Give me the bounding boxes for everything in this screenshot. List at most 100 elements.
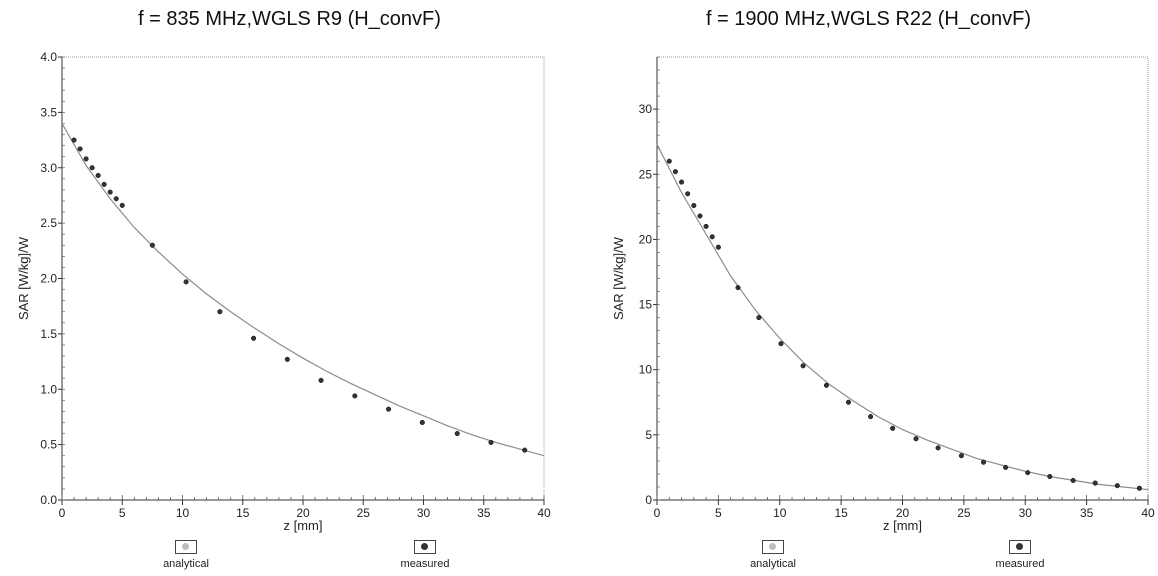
data-point-measured bbox=[800, 363, 806, 369]
legend-label: measured bbox=[400, 558, 450, 570]
data-point-measured bbox=[735, 285, 741, 291]
x-tick-label: 30 bbox=[1019, 506, 1033, 520]
data-point-measured bbox=[697, 213, 703, 219]
chart-plot-835: 0 5 10 15 20 25 30 35 40 0.0 0.5 1.0 1.5 2.0 2.5 3.0 3.5… bbox=[16, 50, 551, 533]
data-point-measured bbox=[251, 335, 257, 341]
x-tick-label: 0 bbox=[654, 506, 661, 520]
measured-swatch-icon bbox=[414, 540, 436, 554]
x-tick-label: 25 bbox=[357, 506, 371, 520]
data-point-measured bbox=[703, 223, 709, 229]
data-point-measured bbox=[935, 445, 941, 451]
analytical-swatch-icon bbox=[175, 540, 197, 554]
data-point-measured bbox=[454, 431, 460, 437]
data-point-measured bbox=[679, 179, 685, 185]
y-axis-label: SAR [W/kg]/W bbox=[611, 236, 626, 320]
y-tick-label: 3.5 bbox=[40, 105, 57, 119]
data-point-measured bbox=[709, 234, 715, 240]
data-point-measured bbox=[488, 439, 494, 445]
data-point-measured bbox=[980, 459, 987, 465]
y-tick-label: 30 bbox=[639, 102, 653, 116]
data-point-measured bbox=[71, 137, 77, 143]
x-tick-label: 5 bbox=[119, 506, 126, 520]
series-line-analytical bbox=[656, 144, 1149, 491]
y-tick-label: 15 bbox=[639, 298, 653, 312]
data-point-measured bbox=[149, 242, 155, 248]
legend-item-measured: measured bbox=[975, 540, 1065, 570]
data-point-measured bbox=[958, 453, 964, 459]
data-point-measured bbox=[119, 202, 125, 208]
x-tick-label: 25 bbox=[957, 506, 971, 520]
data-point-measured bbox=[868, 414, 874, 420]
legend-item-analytical: analytical bbox=[728, 540, 818, 570]
data-point-measured bbox=[77, 146, 83, 152]
data-point-measured bbox=[113, 196, 119, 202]
legend-label: analytical bbox=[163, 558, 209, 570]
data-point-measured bbox=[522, 447, 528, 453]
data-point-measured bbox=[95, 172, 101, 179]
data-point-measured bbox=[1025, 470, 1031, 476]
chart-panel-1900: f = 1900 MHz,WGLS R22 (H_convF) 0 5 10 15 20… bbox=[579, 0, 1158, 576]
x-tick-label: 35 bbox=[477, 506, 491, 520]
x-tick-label: 10 bbox=[773, 506, 787, 520]
data-point-measured bbox=[890, 425, 896, 431]
y-tick-label: 0.5 bbox=[40, 438, 57, 452]
y-tick-label: 2.5 bbox=[40, 216, 57, 230]
data-point-measured bbox=[666, 158, 672, 164]
data-point-measured bbox=[691, 202, 697, 209]
y-tick-label: 20 bbox=[639, 232, 653, 246]
y-tick-label: 10 bbox=[639, 363, 653, 377]
data-point-measured bbox=[913, 436, 919, 442]
analytical-swatch-icon bbox=[762, 540, 784, 554]
chart-plot-1900: 0 5 10 15 20 25 30 35 40 0 5 10 15 20 25 30 z [mm] SAR [W… bbox=[611, 56, 1155, 533]
data-point-measured bbox=[83, 156, 89, 162]
data-point-measured bbox=[715, 244, 721, 250]
data-point-measured bbox=[1136, 485, 1142, 491]
data-point-measured bbox=[217, 309, 223, 315]
data-point-measured bbox=[845, 399, 852, 405]
x-tick-label: 40 bbox=[537, 506, 551, 520]
legend-item-measured: measured bbox=[380, 540, 470, 570]
x-tick-label: 20 bbox=[296, 506, 310, 520]
data-point-measured bbox=[1047, 473, 1053, 480]
data-point-measured bbox=[419, 419, 425, 426]
x-tick-label: 15 bbox=[236, 506, 250, 520]
chart-title: f = 835 MHz,WGLS R9 (H_convF) bbox=[138, 8, 441, 30]
y-tick-label: 1.0 bbox=[40, 382, 57, 396]
chart-title: f = 1900 MHz,WGLS R22 (H_convF) bbox=[705, 8, 1032, 30]
y-tick-label: 1.5 bbox=[40, 327, 57, 341]
x-tick-label: 20 bbox=[896, 506, 910, 520]
data-point-measured bbox=[823, 382, 829, 388]
legend-item-analytical: analytical bbox=[141, 540, 231, 570]
x-tick-label: 15 bbox=[834, 506, 848, 520]
y-axis-label: SAR [W/kg]/W bbox=[16, 236, 31, 320]
y-tick-label: 0.0 bbox=[40, 493, 57, 507]
data-point-measured bbox=[89, 165, 95, 171]
plot-frame bbox=[61, 56, 545, 501]
x-axis-label: z [mm] bbox=[883, 518, 922, 533]
x-tick-label: 35 bbox=[1080, 506, 1094, 520]
data-point-measured bbox=[756, 315, 762, 321]
x-axis-label: z [mm] bbox=[284, 518, 323, 533]
data-point-measured bbox=[183, 279, 189, 285]
x-tick-label: 30 bbox=[417, 506, 431, 520]
data-point-measured bbox=[778, 341, 784, 347]
data-point-measured bbox=[685, 191, 691, 197]
y-tick-label: 0 bbox=[645, 493, 652, 507]
data-point-measured bbox=[386, 406, 392, 412]
data-point-measured bbox=[1003, 464, 1009, 470]
y-tick-label: 3.0 bbox=[40, 161, 57, 175]
x-tick-label: 10 bbox=[176, 506, 190, 520]
series-line-analytical bbox=[61, 123, 545, 457]
y-tick-label: 5 bbox=[645, 428, 652, 442]
data-point-measured bbox=[284, 356, 290, 362]
legend-label: measured bbox=[995, 558, 1045, 570]
plot-frame bbox=[656, 56, 1149, 501]
data-point-measured bbox=[1114, 483, 1120, 489]
y-tick-label: 4.0 bbox=[40, 50, 57, 64]
y-tick-label: 25 bbox=[639, 167, 653, 181]
data-point-measured bbox=[1070, 477, 1076, 484]
data-point-measured bbox=[352, 393, 358, 399]
data-point-measured bbox=[107, 189, 113, 195]
data-point-measured bbox=[101, 181, 107, 187]
legend-label: analytical bbox=[750, 558, 796, 570]
